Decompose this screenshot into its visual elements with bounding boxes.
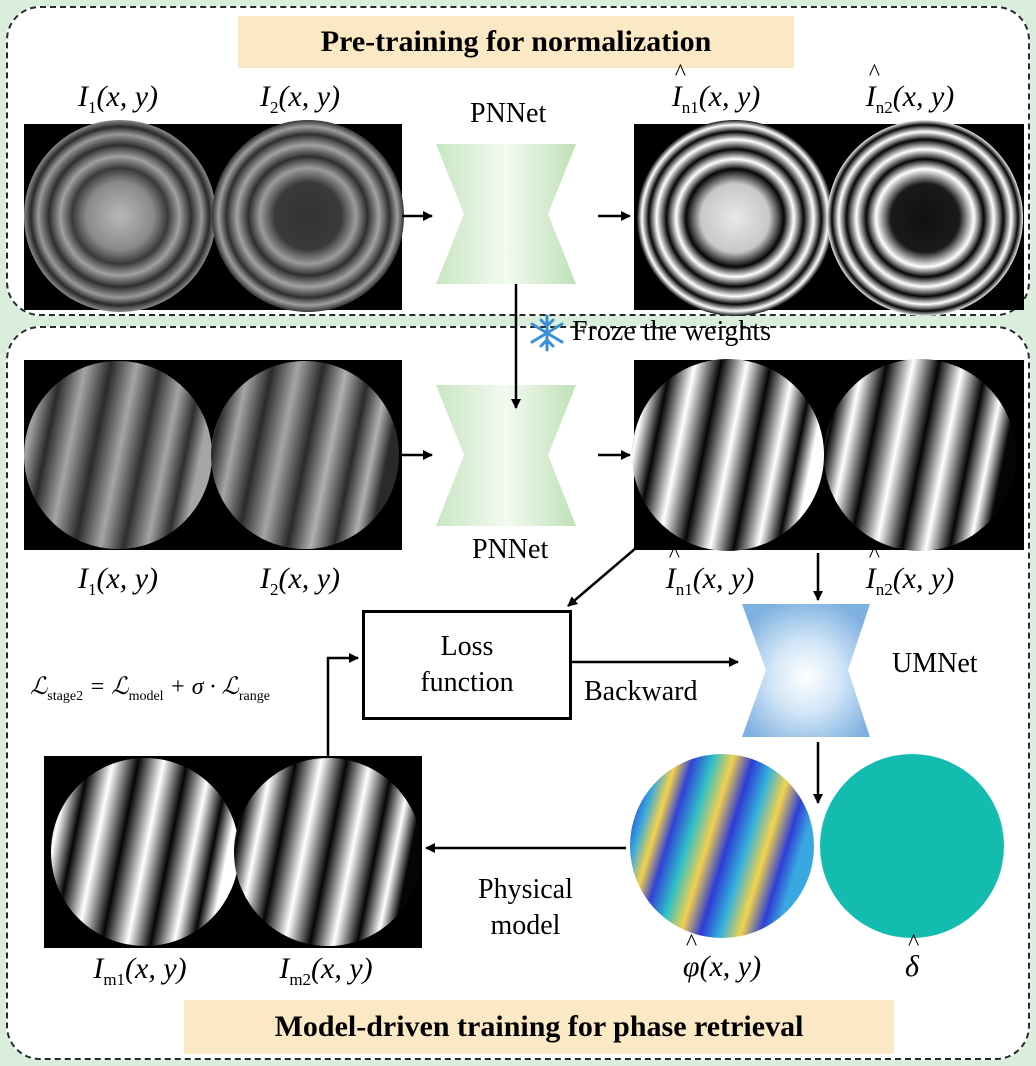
umnet-label: UMNet: [892, 648, 978, 679]
fringe-disc-i1-top: [24, 120, 216, 312]
fringe-disc-in1-top: [637, 120, 833, 316]
fringe-disc-in2-top: [827, 120, 1023, 316]
physical-model-label: Physical model: [478, 874, 573, 941]
label-i2-bottom: I2(x, y): [259, 562, 341, 599]
label-i1-bottom: I1(x, y): [77, 562, 159, 599]
pnnet-bottom-label: PNNet: [472, 534, 549, 565]
label-im1: Im1(x, y): [93, 952, 187, 989]
pretraining-banner: Pre-training for normalization: [238, 16, 794, 68]
freeze-note: Froze the weights: [572, 316, 772, 347]
arrow-output-to-loss: [567, 547, 637, 607]
backward-label: Backward: [584, 676, 698, 707]
fringe-disc-im2: [234, 758, 422, 946]
loss-line2: function: [420, 667, 514, 698]
fringe-disc-i1-bottom: [24, 361, 212, 549]
label-in1-bottom: In1(x, y): [666, 542, 755, 600]
loss-line1: Loss: [440, 631, 494, 662]
loss-function-box: Loss function: [362, 610, 572, 720]
loss-equation: ℒstage2 = ℒmodel + σ · ℒrange: [30, 674, 270, 704]
snowflake-icon: [530, 314, 564, 352]
label-im2: Im2(x, y): [279, 952, 373, 989]
model-driven-banner: Model-driven training for phase retrieva…: [184, 1000, 894, 1054]
label-in2-bottom: In2(x, y): [866, 542, 955, 600]
pnnet-top-shape: [436, 144, 576, 284]
label-in2-top: In2(x, y): [866, 60, 955, 118]
delta-disc: [820, 754, 1004, 938]
label-i2-top: I2(x, y): [259, 80, 341, 117]
label-delta-hat: δ: [905, 930, 919, 984]
label-phi-hat: φ(x, y): [683, 930, 761, 984]
label-i1-top: I1(x, y): [77, 80, 159, 117]
fringe-disc-i2-bottom: [211, 361, 399, 549]
umnet-shape: [742, 604, 870, 737]
fringe-disc-in2-bottom: [824, 359, 1016, 551]
arrow-model-to-loss: [326, 653, 359, 756]
pnnet-top-label: PNNet: [470, 98, 547, 129]
fringe-disc-in1-bottom: [632, 359, 824, 551]
label-in1-top: In1(x, y): [672, 60, 761, 118]
pnnet-bottom-shape: [436, 385, 576, 526]
fringe-disc-im1: [51, 758, 239, 946]
phase-map-disc: [630, 754, 814, 938]
fringe-disc-i2-top: [212, 120, 404, 312]
